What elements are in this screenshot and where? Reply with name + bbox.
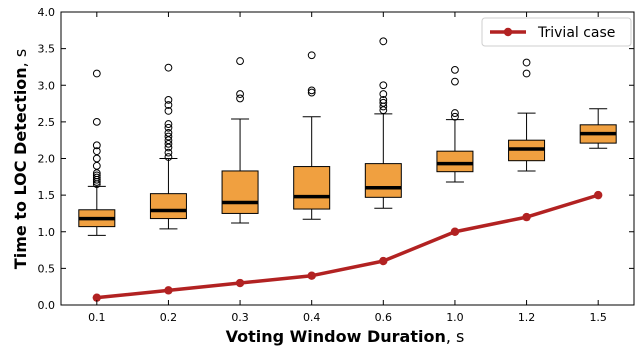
box-1.5 bbox=[579, 108, 617, 149]
axes: 0.0 0.5 1.0 1.5 2.0 2.5 3.0 3.5 4.0 0.1 0.2 0.3 0.4 0… bbox=[38, 6, 635, 324]
series-line bbox=[96, 193, 599, 300]
outlier-point bbox=[92, 173, 101, 182]
iqr-box bbox=[149, 193, 187, 220]
box-0.1 bbox=[78, 69, 116, 236]
outlier-point bbox=[164, 136, 173, 145]
y-tick-label: 0.5 bbox=[38, 262, 56, 275]
iqr-box bbox=[221, 170, 259, 214]
legend-frame bbox=[481, 17, 632, 47]
box-0.6 bbox=[364, 37, 402, 209]
outlier-point bbox=[164, 96, 173, 104]
x-tick-label: 0.1 bbox=[88, 311, 106, 324]
x-axis-title-main: Voting Window Duration bbox=[226, 327, 446, 346]
box-0.3 bbox=[221, 57, 259, 224]
x-tick-label: 0.2 bbox=[160, 311, 178, 324]
series-point bbox=[450, 227, 460, 236]
series-point bbox=[522, 212, 531, 222]
y-tick-label: 3.0 bbox=[38, 79, 56, 92]
x-tick-label: 1.2 bbox=[518, 311, 536, 324]
iqr-box bbox=[293, 166, 331, 210]
outlier-point bbox=[379, 37, 388, 46]
y-axis-title: Time to LOC Detection, s bbox=[11, 49, 30, 269]
series-point bbox=[593, 190, 603, 200]
x-tick-label: 0.4 bbox=[303, 311, 321, 324]
series-point bbox=[235, 278, 245, 288]
y-tick-label: 1.0 bbox=[38, 226, 56, 239]
y-tick-label: 1.5 bbox=[38, 189, 56, 202]
outlier-point bbox=[92, 154, 101, 163]
outlier-point bbox=[451, 65, 459, 74]
outlier-point bbox=[451, 112, 459, 121]
outlier-point bbox=[379, 96, 388, 104]
outlier-point bbox=[307, 51, 316, 60]
plot-frame bbox=[60, 11, 635, 306]
legend-marker-swatch bbox=[503, 27, 513, 37]
y-tick-label: 2.5 bbox=[38, 116, 56, 129]
outlier-point bbox=[92, 169, 101, 178]
series-point bbox=[92, 293, 102, 302]
outlier-point bbox=[236, 57, 244, 65]
series-trivial-case bbox=[92, 190, 603, 302]
outlier-point bbox=[164, 148, 173, 157]
x-tick-label: 0.6 bbox=[375, 311, 393, 324]
y-tick-label: 2.0 bbox=[38, 153, 56, 166]
y-tick-label: 3.5 bbox=[38, 43, 56, 56]
outlier-point bbox=[164, 132, 173, 141]
outlier-point bbox=[236, 94, 244, 103]
outlier-point bbox=[164, 139, 173, 148]
outlier-point bbox=[164, 128, 173, 137]
series-point bbox=[307, 271, 316, 280]
legend-label: Trivial case bbox=[537, 25, 615, 41]
outlier-point bbox=[379, 98, 388, 107]
outlier-point bbox=[522, 69, 531, 78]
box-1.0 bbox=[436, 65, 474, 183]
y-tick-label: 4.0 bbox=[38, 6, 56, 19]
y-axis-title-main: Time to LOC Detection bbox=[11, 67, 30, 269]
outlier-point bbox=[307, 88, 316, 97]
outlier-point bbox=[92, 141, 101, 150]
outlier-point bbox=[379, 106, 388, 115]
outlier-point bbox=[92, 117, 101, 126]
outlier-point bbox=[92, 161, 101, 170]
outlier-point bbox=[522, 58, 531, 67]
outlier-point bbox=[307, 86, 316, 95]
x-tick-label: 0.3 bbox=[231, 311, 249, 324]
box-0.4 bbox=[293, 51, 331, 220]
outlier-point bbox=[164, 120, 173, 128]
outlier-point bbox=[164, 63, 173, 72]
outlier-point bbox=[164, 106, 173, 115]
outlier-point bbox=[164, 153, 173, 161]
legend: Trivial case bbox=[481, 17, 632, 47]
x-tick-label: 1.0 bbox=[446, 311, 464, 324]
x-axis-title-unit: , s bbox=[446, 327, 465, 346]
y-axis-title-unit: , s bbox=[11, 49, 30, 68]
x-axis-title: Voting Window Duration, s bbox=[226, 327, 465, 346]
series-point bbox=[379, 256, 388, 266]
outlier-point bbox=[164, 143, 173, 152]
outlier-point bbox=[451, 109, 459, 117]
outlier-point bbox=[164, 101, 173, 109]
outlier-point bbox=[92, 147, 101, 156]
box-0.2 bbox=[149, 63, 187, 230]
outlier-point bbox=[379, 90, 388, 98]
x-tick-label: 1.5 bbox=[589, 311, 607, 324]
outlier-point bbox=[92, 171, 101, 180]
box-1.2 bbox=[508, 58, 546, 172]
plot-area bbox=[78, 37, 617, 302]
outlier-point bbox=[236, 90, 244, 98]
outlier-point bbox=[379, 81, 388, 90]
iqr-box bbox=[436, 150, 474, 173]
outlier-point bbox=[451, 77, 459, 86]
series-point bbox=[164, 286, 173, 295]
outlier-point bbox=[92, 69, 101, 78]
y-tick-label: 0.0 bbox=[38, 299, 56, 312]
iqr-box bbox=[364, 163, 402, 198]
outlier-point bbox=[164, 123, 173, 132]
